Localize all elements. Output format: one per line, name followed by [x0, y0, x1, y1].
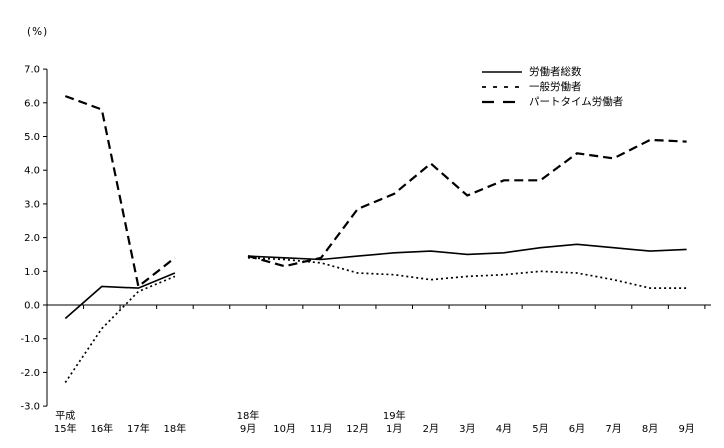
x-axis-label: 7月 — [605, 423, 621, 435]
x-axis-label: 15年 — [54, 422, 77, 435]
y-axis-unit-label: (%) — [27, 26, 49, 38]
dotted-line-icon — [482, 85, 522, 88]
y-axis-tick-label: 6.0 — [24, 98, 40, 109]
x-axis-label: 16年 — [90, 422, 113, 435]
y-axis-tick-label: 1.0 — [24, 267, 40, 278]
x-axis-label: 4月 — [496, 423, 512, 435]
x-axis-era-label: 18年 — [237, 409, 260, 422]
x-axis-label: 17年 — [127, 422, 150, 435]
x-axis-label: 8月 — [642, 423, 658, 435]
series-line-dashed — [64, 95, 176, 289]
series-line-dashed — [247, 138, 687, 268]
y-axis-tick-label: 5.0 — [24, 132, 40, 143]
series-line-solid — [247, 243, 687, 261]
x-axis-era-label: 平成 — [55, 410, 75, 422]
chart-legend: 労働者総数 一般労働者 パートタイム労働者 — [481, 64, 623, 109]
x-axis-label: 18年 — [164, 422, 187, 435]
y-axis-tick-label: -2.0 — [20, 368, 40, 379]
y-axis-tick-label: -3.0 — [20, 402, 40, 413]
y-axis-tick-label: -1.0 — [20, 334, 40, 345]
solid-line-icon — [482, 70, 522, 73]
y-axis-tick-label: 4.0 — [24, 166, 40, 177]
x-axis-label: 1月 — [386, 423, 402, 435]
y-axis-tick-label: 2.0 — [24, 233, 40, 244]
legend-item-general-workers: 一般労働者 — [481, 79, 623, 94]
series-line-dotted — [247, 256, 687, 289]
x-axis-label: 12月 — [346, 423, 369, 435]
x-axis-label: 5月 — [532, 423, 548, 435]
x-axis-label: 2月 — [423, 423, 439, 435]
legend-label-total-workers: 労働者総数 — [529, 66, 582, 78]
legend-item-total-workers: 労働者総数 — [481, 64, 623, 79]
legend-label-parttime-workers: パートタイム労働者 — [529, 96, 624, 108]
legend-item-parttime-workers: パートタイム労働者 — [481, 94, 623, 109]
x-axis-label: 9月 — [240, 423, 256, 435]
dashed-line-icon — [482, 100, 518, 103]
y-axis-tick-label: 7.0 — [24, 65, 40, 76]
legend-label-general-workers: 一般労働者 — [529, 81, 582, 93]
y-axis-tick-label: 3.0 — [24, 199, 40, 210]
x-axis-label: 9月 — [678, 423, 694, 435]
x-axis-label: 10月 — [273, 423, 296, 435]
series-line-dotted — [64, 275, 176, 383]
x-axis-label: 11月 — [310, 423, 333, 435]
x-axis-era-label: 19年 — [383, 409, 406, 422]
x-axis-label: 3月 — [459, 423, 475, 435]
y-axis-tick-label: 0.0 — [24, 301, 40, 312]
series-line-solid — [64, 272, 176, 320]
x-axis-label: 6月 — [569, 423, 585, 435]
